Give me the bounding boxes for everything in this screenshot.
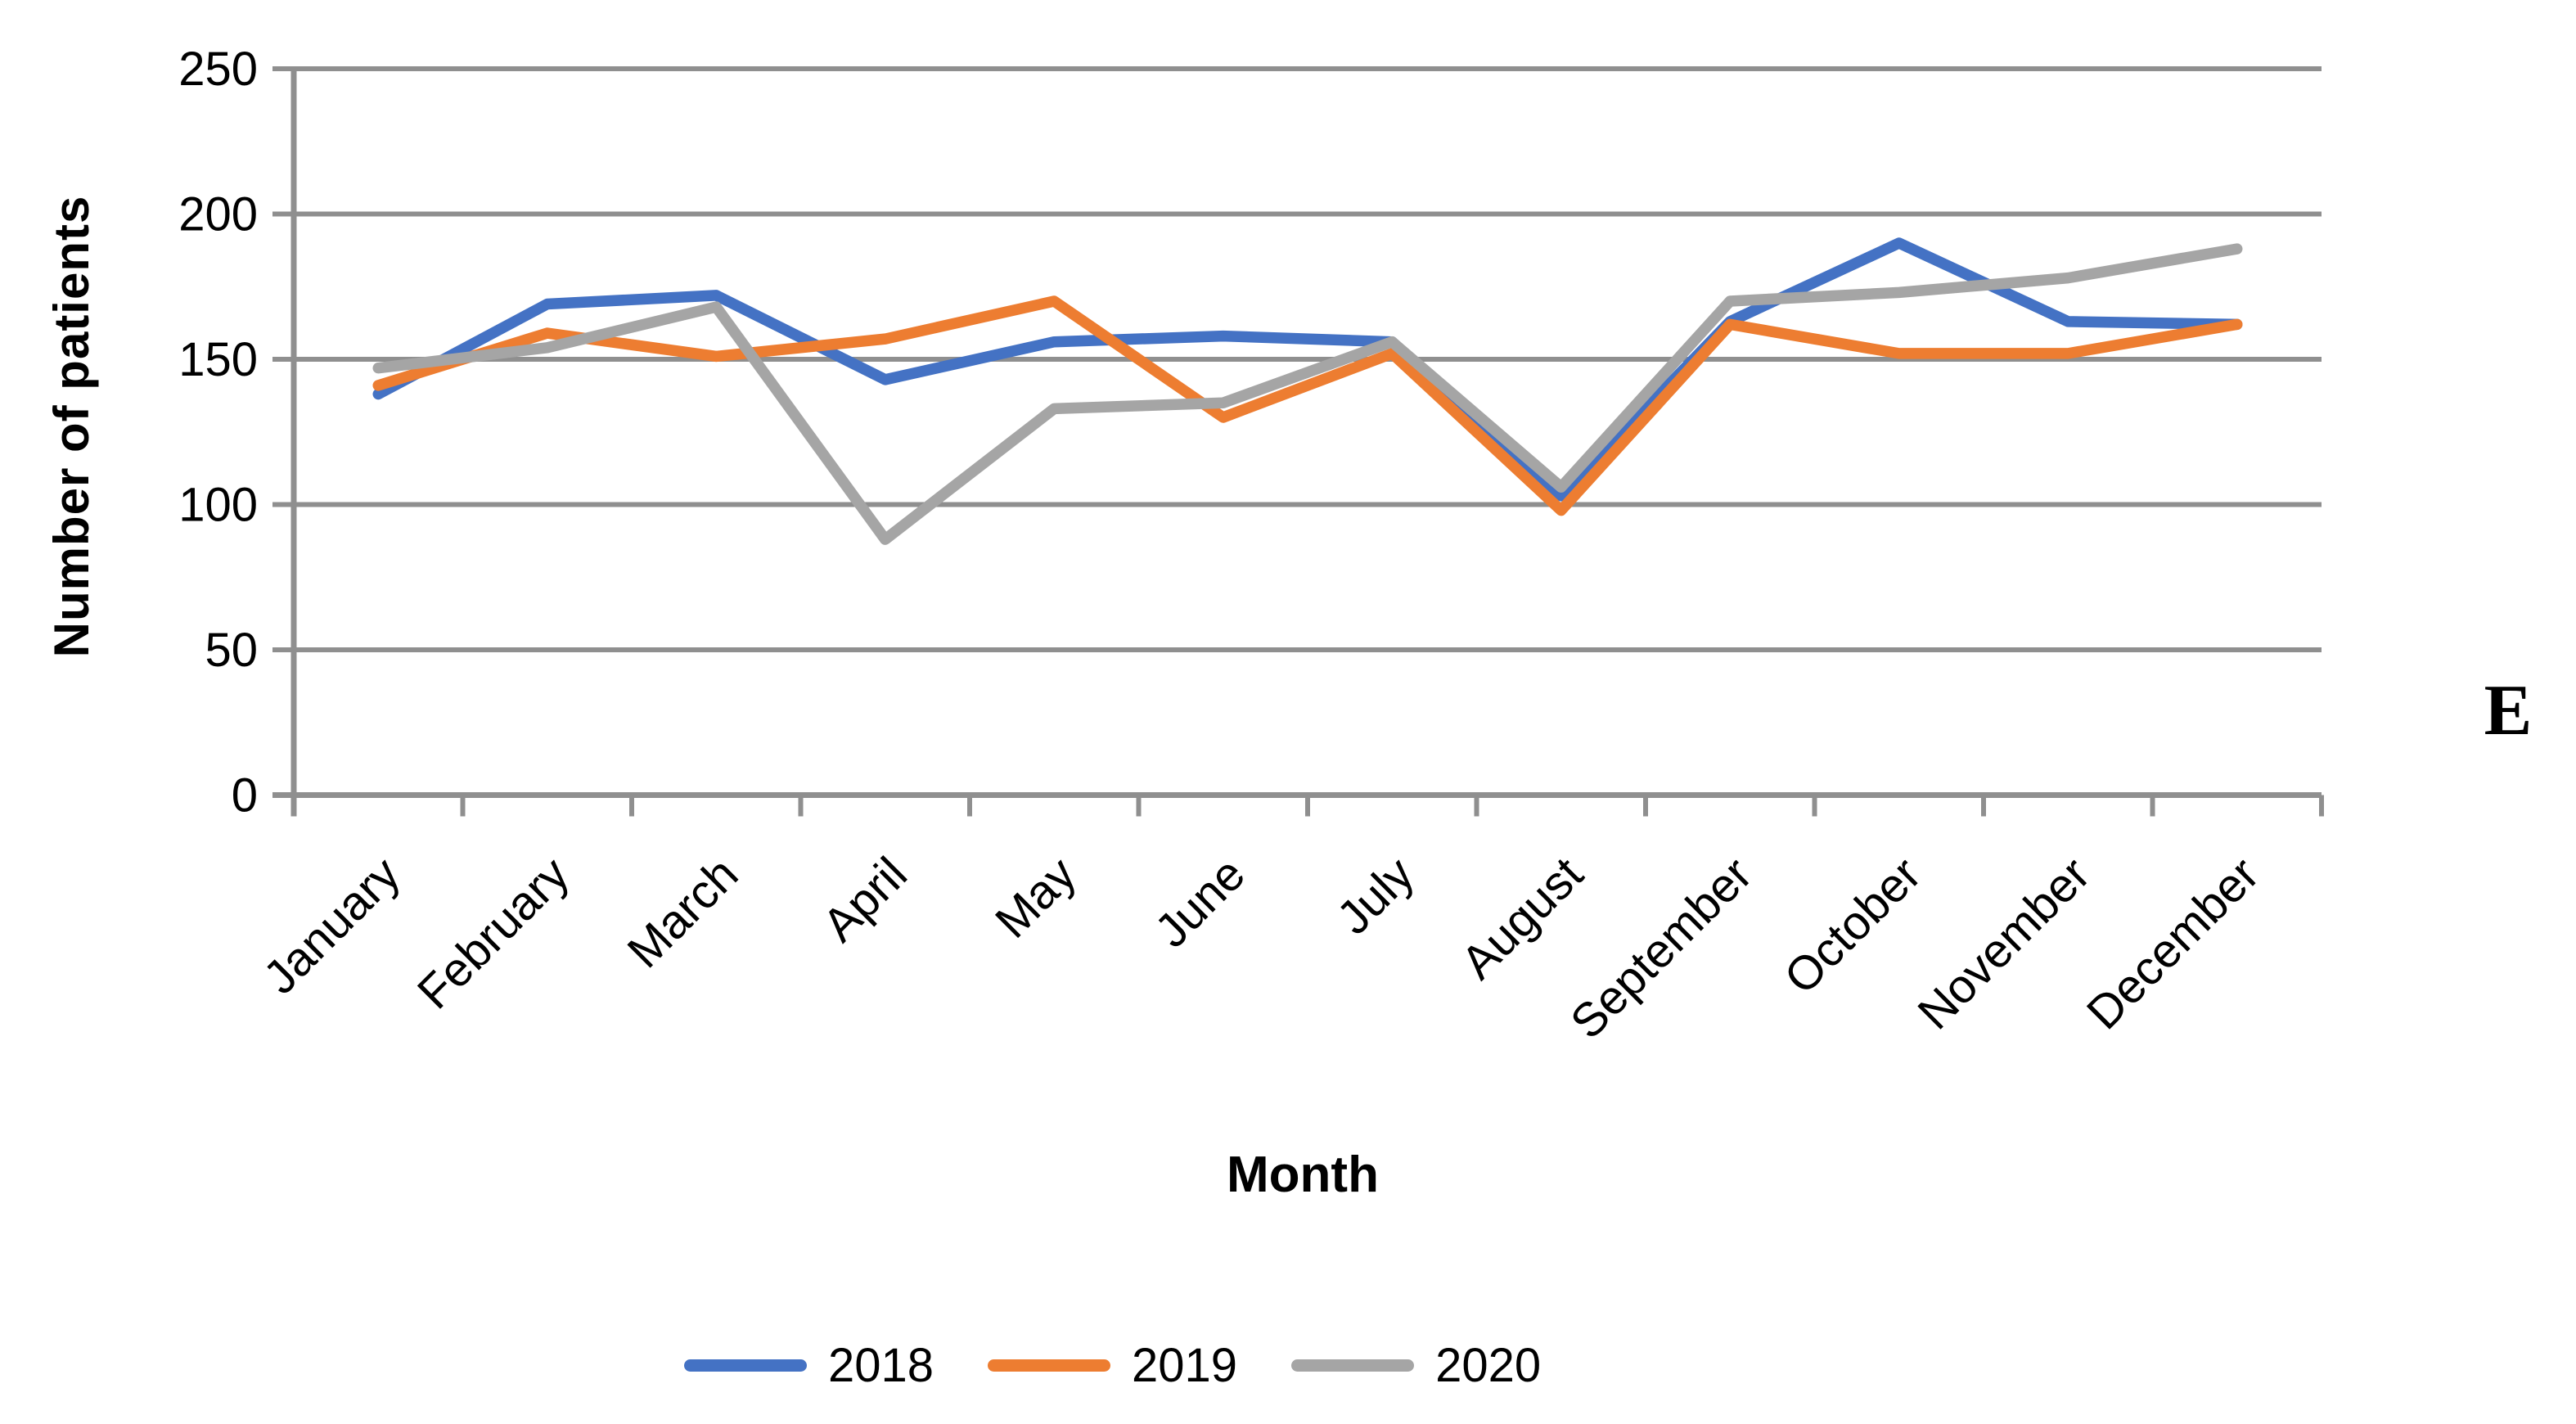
x-tick-label-july: July: [1327, 847, 1425, 944]
legend-item-2019: 2019: [988, 1338, 1237, 1393]
series-line-2019: [372, 295, 2243, 516]
legend-label-2018: 2018: [828, 1338, 934, 1392]
x-tick-label-february: February: [408, 847, 579, 1019]
y-tick-label-250: 250: [178, 43, 258, 96]
legend: 2018 2019 2020: [684, 1332, 1541, 1398]
y-axis-title: Number of patients: [44, 195, 99, 658]
x-tick-label-march: March: [618, 847, 749, 978]
x-tick-label-april: April: [813, 847, 917, 952]
legend-key-2019-line-swatch: [988, 1359, 1111, 1372]
x-tick-label-august: August: [1451, 847, 1593, 989]
series-line-2020: [372, 243, 2243, 545]
legend-key-2020-line-swatch: [1291, 1359, 1415, 1372]
legend-label-2020: 2020: [1435, 1338, 1542, 1392]
legend-item-2020: 2020: [1291, 1338, 1541, 1393]
x-tick-label-november: November: [1907, 847, 2100, 1039]
y-tick-label-0: 0: [232, 769, 258, 822]
series-line-2018: [372, 237, 2243, 502]
x-tick-label-september: September: [1560, 847, 1763, 1049]
x-tick-label-may: May: [985, 847, 1086, 948]
x-axis-title: Month: [1227, 1147, 1379, 1203]
legend-key-2018-line-swatch: [684, 1359, 807, 1372]
x-tick-label-december: December: [2077, 847, 2269, 1039]
y-tick-label-50: 50: [205, 624, 258, 677]
y-tick-label-200: 200: [178, 188, 258, 241]
x-tick-label-january: January: [254, 847, 411, 1004]
legend-label-2019: 2019: [1132, 1338, 1238, 1392]
x-tick-label-june: June: [1145, 847, 1255, 958]
panel-label-annotation: E: [2484, 671, 2533, 750]
legend-item-2018: 2018: [684, 1338, 934, 1393]
y-tick-label-150: 150: [178, 333, 258, 386]
y-tick-label-100: 100: [178, 479, 258, 532]
x-tick-label-october: October: [1774, 847, 1931, 1004]
